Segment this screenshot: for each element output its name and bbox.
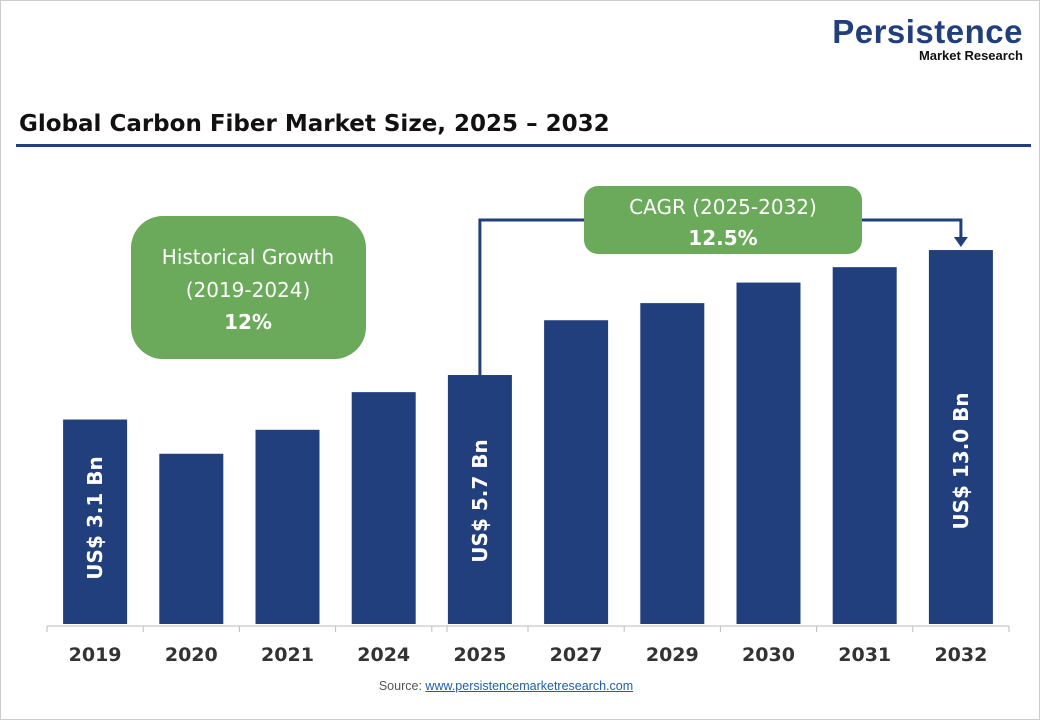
source-link[interactable]: www.persistencemarketresearch.com <box>425 679 634 693</box>
x-tick-label: 2019 <box>69 644 122 666</box>
x-tick-label: 2029 <box>646 644 699 666</box>
x-tick-label: 2027 <box>550 644 603 666</box>
logo-line1: Persistence <box>832 13 1023 50</box>
source: Source: www.persistencemarketresearch.co… <box>1 679 1011 693</box>
x-tick-label: 2021 <box>261 644 314 666</box>
data-label: US$ 3.1 Bn <box>83 456 107 579</box>
bar-2029 <box>640 303 705 624</box>
arrow-down-icon <box>953 237 968 247</box>
logo-line2: Market Research <box>918 48 1023 63</box>
bar-2019 <box>63 419 128 624</box>
cagr-value: 12.5% <box>688 226 757 250</box>
x-tick-label: 2030 <box>742 644 795 666</box>
source-label: Source: <box>378 679 422 693</box>
x-tick-label: 2032 <box>934 644 987 666</box>
historical-period: (2019-2024) <box>186 278 311 302</box>
title-divider <box>16 144 1031 147</box>
data-label: US$ 13.0 Bn <box>949 392 973 529</box>
chart-title: Global Carbon Fiber Market Size, 2025 – … <box>19 111 610 137</box>
bar-2024 <box>351 392 416 624</box>
x-tick-label: 2024 <box>357 644 410 666</box>
bar-2031 <box>832 267 897 624</box>
historical-label: Historical Growth <box>162 245 334 269</box>
cagr-label: CAGR (2025-2032) <box>629 195 817 219</box>
data-label: US$ 5.7 Bn <box>468 439 492 562</box>
logo: Persistence Market Research <box>832 15 1023 63</box>
bar-2025 <box>447 375 512 624</box>
x-tick-label: 2025 <box>453 644 506 666</box>
x-tick-label: 2031 <box>838 644 891 666</box>
bar-2032 <box>928 250 993 625</box>
bar-2020 <box>159 453 224 624</box>
bar-2027 <box>544 320 609 624</box>
bar-2021 <box>255 429 320 624</box>
x-tick-label: 2020 <box>165 644 218 666</box>
historical-value: 12% <box>224 310 272 334</box>
historical-growth-callout <box>131 216 366 359</box>
bar-2030 <box>736 282 801 624</box>
cagr-callout <box>584 186 862 254</box>
